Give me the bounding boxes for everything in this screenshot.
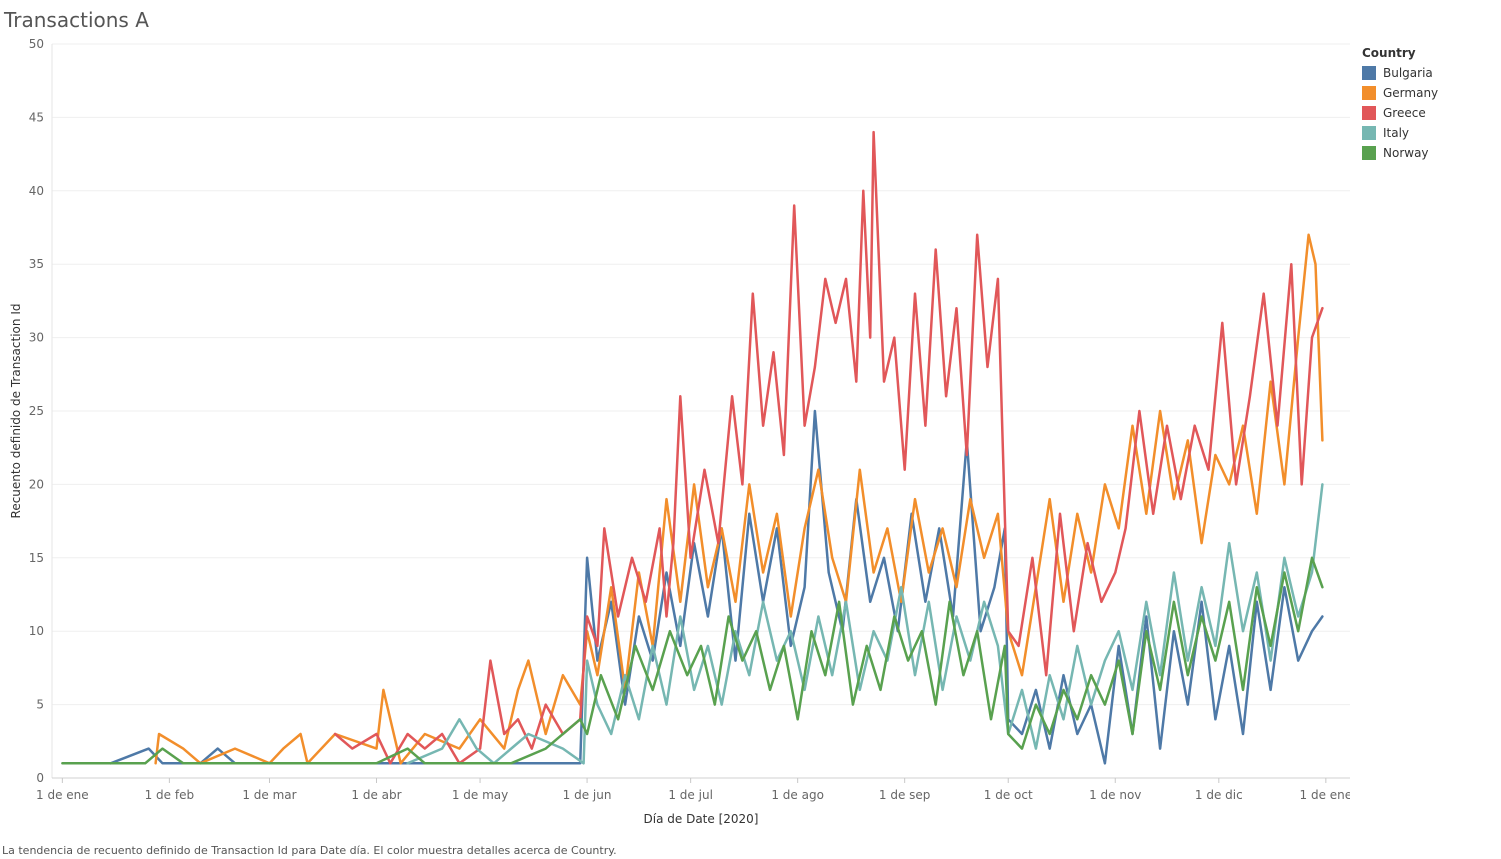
series-line-greece: [333, 130, 1324, 765]
y-axis-title: Recuento definido de Transaction Id: [9, 304, 23, 519]
legend-item-bulgaria[interactable]: Bulgaria: [1362, 63, 1438, 83]
legend-label: Bulgaria: [1383, 66, 1433, 80]
x-tick-label: 1 de oct: [984, 788, 1033, 802]
y-tick-label: 40: [29, 184, 44, 198]
x-tick-label: 1 de dic: [1195, 788, 1243, 802]
y-tick-label: 30: [29, 331, 44, 345]
x-tick-label: 1 de jul: [668, 788, 713, 802]
legend-title: Country: [1362, 46, 1416, 60]
y-tick-label: 10: [29, 624, 44, 638]
legend-swatch: [1362, 106, 1376, 120]
x-tick-label: 1 de nov: [1089, 788, 1141, 802]
chart-title: Transactions A: [4, 8, 149, 32]
legend-label: Italy: [1383, 126, 1410, 140]
legend-swatch: [1362, 126, 1376, 140]
y-tick-label: 50: [29, 37, 44, 51]
x-tick-label: 1 de mar: [242, 788, 296, 802]
legend-item-norway[interactable]: Norway: [1362, 143, 1438, 163]
x-tick-label: 1 de abr: [351, 788, 401, 802]
legend-label: Greece: [1383, 106, 1426, 120]
legend-item-greece[interactable]: Greece: [1362, 103, 1438, 123]
legend-item-italy[interactable]: Italy: [1362, 123, 1438, 143]
legend-label: Germany: [1383, 86, 1439, 100]
x-tick-label: 1 de jun: [563, 788, 612, 802]
series-line-norway: [61, 556, 1324, 765]
chart-caption: La tendencia de recuento definido de Tra…: [2, 844, 617, 857]
y-tick-label: 35: [29, 257, 44, 271]
legend: Country Bulgaria Germany Greece Italy Norway: [1362, 46, 1438, 163]
line-chart: 0 5 10 15 20 25 30 35 40 45 50 1 de ene 1 de feb 1 de…: [9, 37, 1350, 826]
x-tick-label: 1 de sep: [879, 788, 931, 802]
legend-item-germany[interactable]: Germany: [1362, 83, 1438, 103]
series-line-germany: [154, 233, 1324, 765]
series-line-bulgaria: [109, 409, 1324, 765]
y-tick-label: 0: [36, 771, 44, 785]
y-tick-label: 20: [29, 477, 44, 491]
series-line-italy: [406, 483, 1324, 765]
legend-swatch: [1362, 66, 1376, 80]
legend-swatch: [1362, 86, 1376, 100]
x-tick-label: 1 de may: [452, 788, 508, 802]
x-tick-label: 1 de ago: [771, 788, 824, 802]
y-tick-label: 25: [29, 404, 44, 418]
y-tick-label: 15: [29, 551, 44, 565]
x-tick-label: 1 de feb: [145, 788, 195, 802]
x-tick-label: 1 de ene: [1300, 788, 1350, 802]
x-axis-title: Día de Date [2020]: [644, 812, 759, 826]
legend-label: Norway: [1383, 146, 1429, 160]
y-tick-label: 5: [36, 698, 44, 712]
y-tick-label: 45: [29, 110, 44, 124]
x-tick-label: 1 de ene: [36, 788, 89, 802]
legend-swatch: [1362, 146, 1376, 160]
